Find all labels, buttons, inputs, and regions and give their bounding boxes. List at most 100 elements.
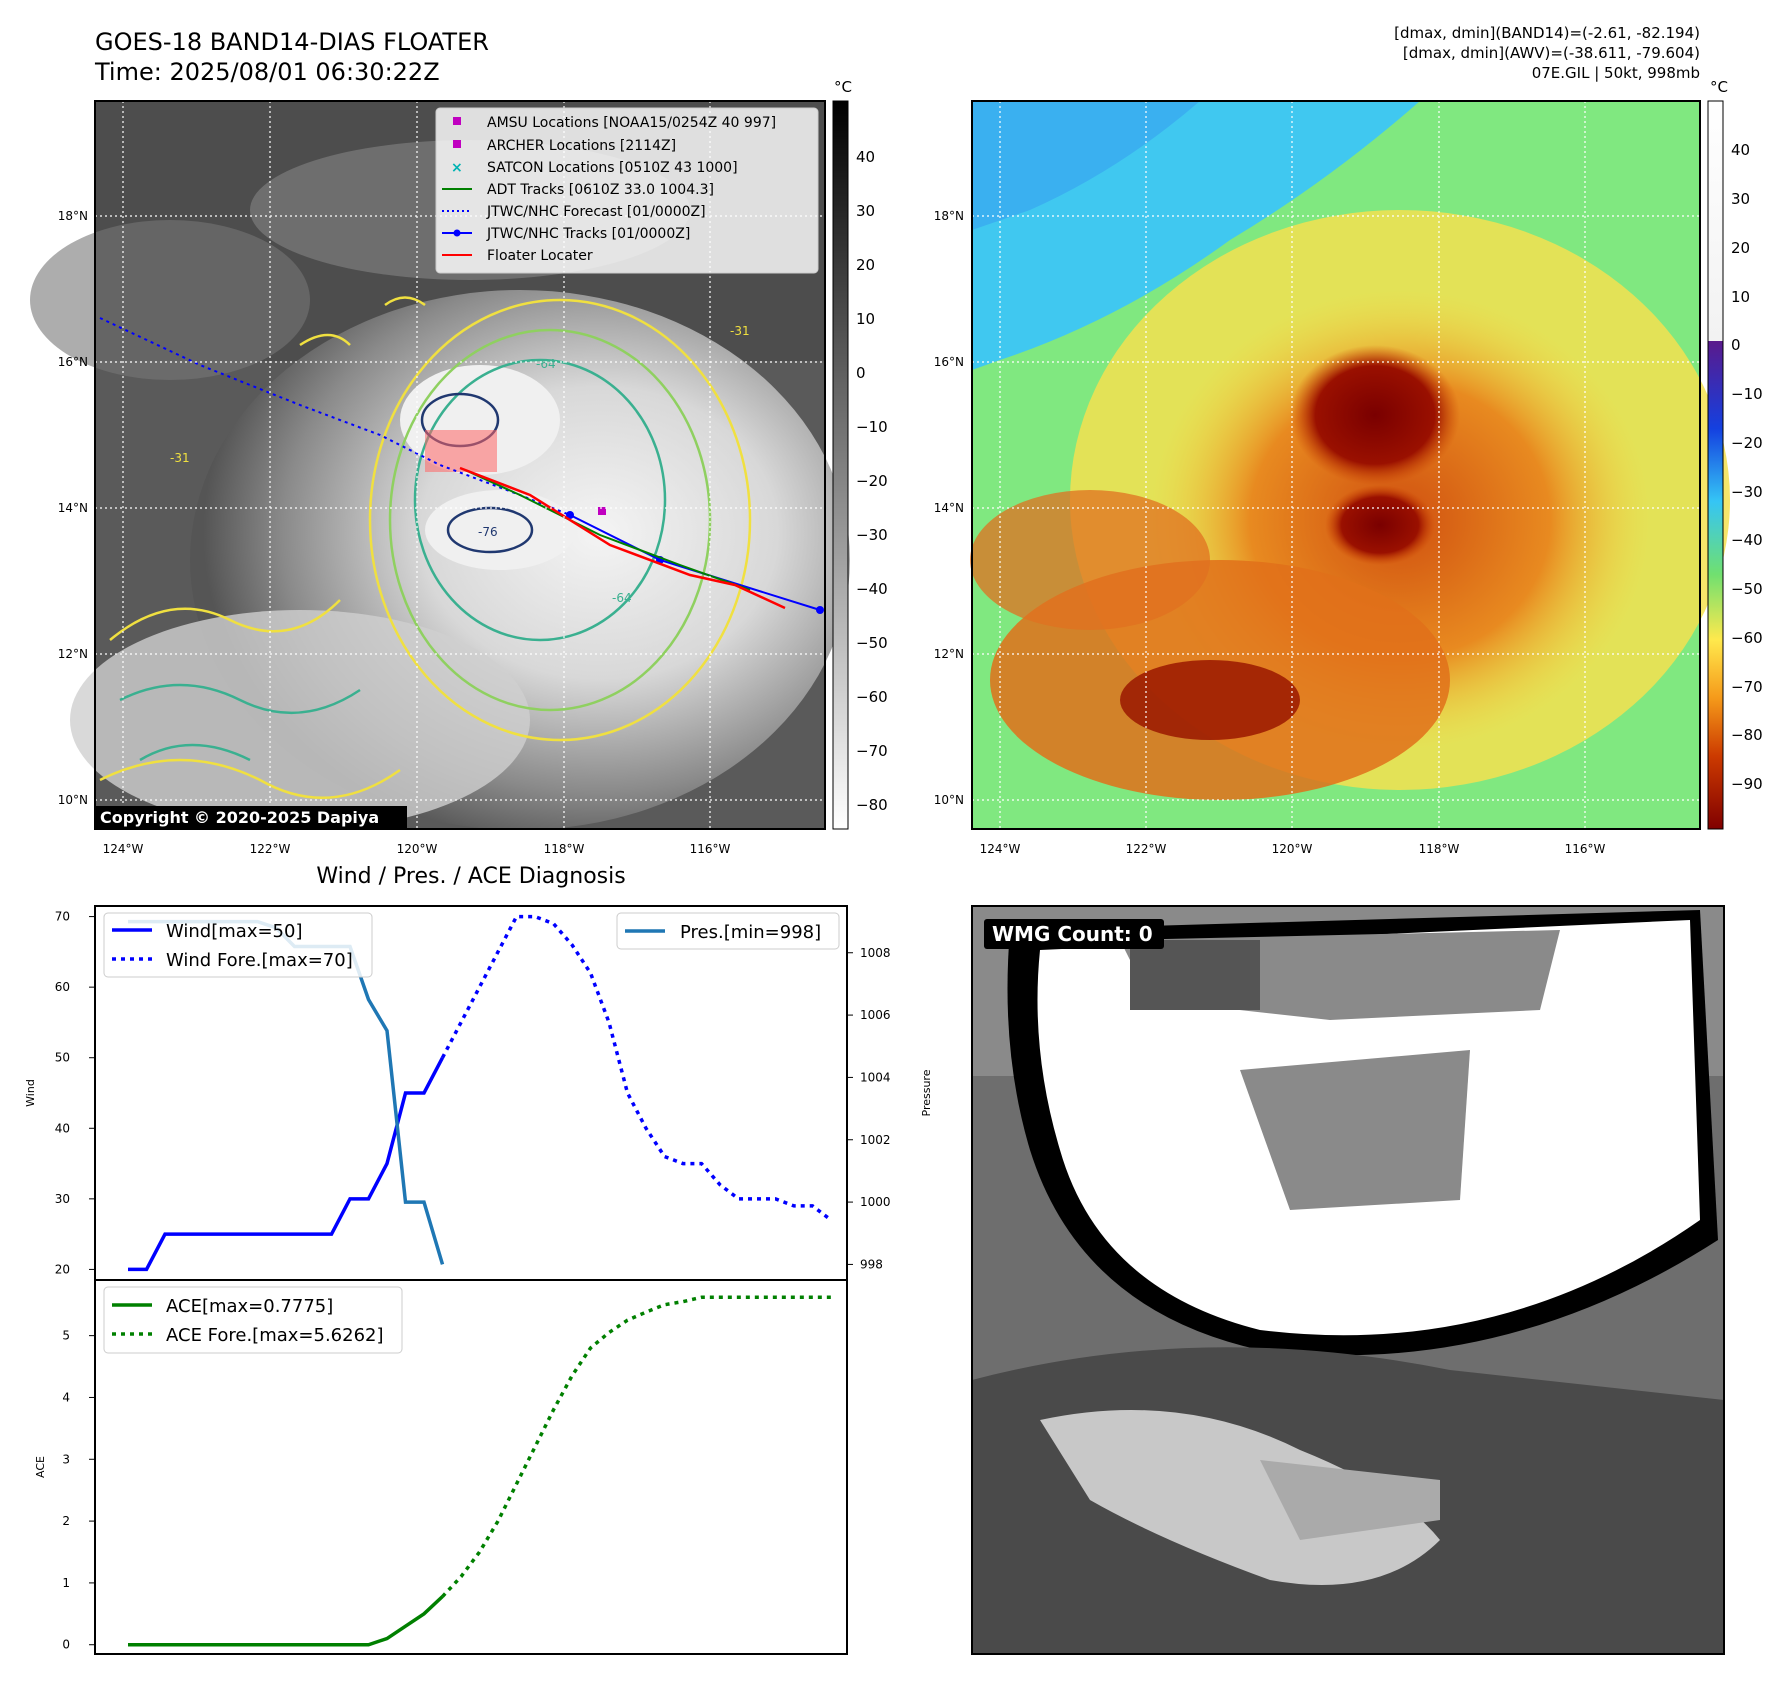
lat-label: 18°N <box>934 209 964 223</box>
awv-map-frame <box>971 100 1701 830</box>
wmg-gray-inner-2 <box>1240 1050 1470 1210</box>
ir-cold-top-2 <box>425 490 575 570</box>
wind-pressure-chart: 20 30 40 50 60 70 998 1000 1002 1004 1006 1008 Win… <box>24 905 933 1281</box>
wind-tick-label: 30 <box>55 1192 70 1206</box>
awv-w-convection <box>970 490 1210 630</box>
lat-label: 16°N <box>934 355 964 369</box>
copyright-label: Copyright © 2020-2025 Dapiya <box>100 808 379 827</box>
awv-map-panel: 18°N 16°N 14°N 12°N 10°N 124°W 122°W 120… <box>934 100 1730 856</box>
copyright-box <box>95 806 407 829</box>
ace-chart: 0 1 2 3 4 5 ACE ACE[max=0.7775] ACE Fore.[max… <box>34 1279 848 1655</box>
contour-teal <box>413 358 667 642</box>
contour-teal-sw <box>119 683 361 762</box>
pressure-tick-label: 1008 <box>860 946 891 960</box>
ace-forecast-legend-label: ACE Fore.[max=5.6262] <box>166 1325 384 1346</box>
wmg-frame <box>971 905 1725 1655</box>
adt-track <box>464 469 751 591</box>
awv-colorbar-gradient <box>1707 100 1724 830</box>
wind-tick-label: 40 <box>55 1121 70 1135</box>
legend-label-archer: ARCHER Locations [2114Z] <box>487 138 676 154</box>
ir-colorbar-tick: −70 <box>856 742 888 760</box>
pressure-tick-label: 998 <box>860 1257 883 1271</box>
lon-label: 124°W <box>103 842 144 856</box>
legend-label-forecast: JTWC/NHC Forecast [01/0000Z] <box>486 204 706 220</box>
wmg-dark-patch <box>1130 940 1260 1010</box>
awv-cold-core-2 <box>1325 485 1435 565</box>
contour-lightgreen <box>388 328 712 712</box>
pressure-legend-label: Pres.[min=998] <box>680 922 821 943</box>
ir-colorbar-unit: °C <box>834 78 852 96</box>
wind-legend-box <box>103 912 373 978</box>
wmg-light-band-tail <box>1260 1460 1440 1540</box>
lon-label: 120°W <box>397 842 438 856</box>
lon-label: 124°W <box>980 842 1021 856</box>
awv-colorbar-tick: −40 <box>1731 531 1763 549</box>
ir-colorbar-tick: 0 <box>856 364 866 382</box>
awv-colorbar-tick: −30 <box>1731 483 1763 501</box>
lat-label: 12°N <box>58 647 88 661</box>
lon-label: 116°W <box>1565 842 1606 856</box>
awv-colorbar-tick: −50 <box>1731 580 1763 598</box>
pressure-y-ticks: 998 1000 1002 1004 1006 1008 <box>847 946 891 1271</box>
lat-label: 18°N <box>58 209 88 223</box>
stats-awv: [dmax, dmin](AWV)=(-38.611, -79.604) <box>1403 44 1700 62</box>
awv-colorbar-ticks: 40 30 20 10 0 −10 −20 −30 −40 −50 −60 −7… <box>1731 141 1763 793</box>
ir-colorbar-tick: 30 <box>856 202 875 220</box>
contour-label: -64 <box>536 357 556 371</box>
ace-axis-label: ACE <box>34 1456 47 1478</box>
wind-series-line <box>128 1056 445 1272</box>
awv-colorbar-tick: −80 <box>1731 726 1763 744</box>
jtwc-track-point <box>816 606 824 614</box>
lat-label: 12°N <box>934 647 964 661</box>
figure-time: Time: 2025/08/01 06:30:22Z <box>94 58 440 86</box>
legend-label-tracks: JTWC/NHC Tracks [01/0000Z] <box>486 226 690 242</box>
awv-colorbar-tick: −20 <box>1731 434 1763 452</box>
legend-label-adt: ADT Tracks [0610Z 33.0 1004.3] <box>487 182 714 198</box>
lat-label: 16°N <box>58 355 88 369</box>
pressure-tick-label: 1006 <box>860 1008 891 1022</box>
ace-y-ticks: 0 1 2 3 4 5 <box>62 1329 95 1652</box>
ir-colorbar-tick: 40 <box>856 148 875 166</box>
ace-tick-label: 2 <box>62 1514 70 1528</box>
ir-colorbar-tick: −40 <box>856 580 888 598</box>
awv-colorbar-tick: −70 <box>1731 678 1763 696</box>
legend-label-floater: Floater Locater <box>487 248 593 264</box>
ace-chart-series <box>128 1295 831 1647</box>
pressure-tick-label: 1000 <box>860 1195 891 1209</box>
awv-colorbar-tick: 10 <box>1731 288 1750 306</box>
lat-label: 10°N <box>934 793 964 807</box>
ace-forecast-series-line <box>441 1295 831 1598</box>
ace-legend-label: ACE[max=0.7775] <box>166 1296 333 1317</box>
awv-colorbar-tick: −90 <box>1731 775 1763 793</box>
lat-label: 14°N <box>58 501 88 515</box>
archer-legend-icon <box>453 140 461 148</box>
figure-title: GOES-18 BAND14-DIAS FLOATER <box>95 28 489 56</box>
ir-map-panel: -31 -64 -76 -64 -31 AMSU Locations [N <box>30 100 850 856</box>
legend-label-satcon: SATCON Locations [0510Z 43 1000] <box>487 160 738 176</box>
contour-label: -31 <box>170 451 190 465</box>
ir-map-frame <box>94 100 826 830</box>
ir-colorbar-tick: −20 <box>856 472 888 490</box>
ir-colorbar-ticks: 40 30 20 10 0 −10 −20 −30 −40 −50 −60 −7… <box>856 148 888 814</box>
awv-cold-core-1 <box>1290 345 1460 485</box>
tracks-legend-dot-icon <box>453 229 461 237</box>
ir-colorbar-tick: −10 <box>856 418 888 436</box>
contour-label: -64 <box>612 591 632 605</box>
awv-colorbar: °C 40 30 20 10 0 −10 −20 −30 −40 −50 −60… <box>1707 78 1763 830</box>
wind-tick-label: 20 <box>55 1262 70 1276</box>
awv-dry-core <box>972 101 1200 230</box>
amsu-legend-icon <box>453 117 461 125</box>
wmg-light-band <box>1040 1410 1440 1585</box>
ir-cloud-nw <box>30 220 310 380</box>
pressure-axis-label: Pressure <box>920 1069 933 1116</box>
storm-info: 07E.GIL | 50kt, 998mb <box>1532 64 1700 82</box>
wmg-count-box <box>984 919 1164 949</box>
awv-map-gridlines <box>972 101 1700 829</box>
ir-colorbar: °C 40 30 20 10 0 −10 −20 −30 −40 −50 −60… <box>832 78 888 830</box>
lon-label: 118°W <box>544 842 585 856</box>
jtwc-track-point <box>566 511 574 519</box>
contour-yellow <box>368 298 752 742</box>
wmg-panel: WMG Count: 0 <box>971 905 1725 1655</box>
ir-cloud-sw <box>70 610 530 830</box>
